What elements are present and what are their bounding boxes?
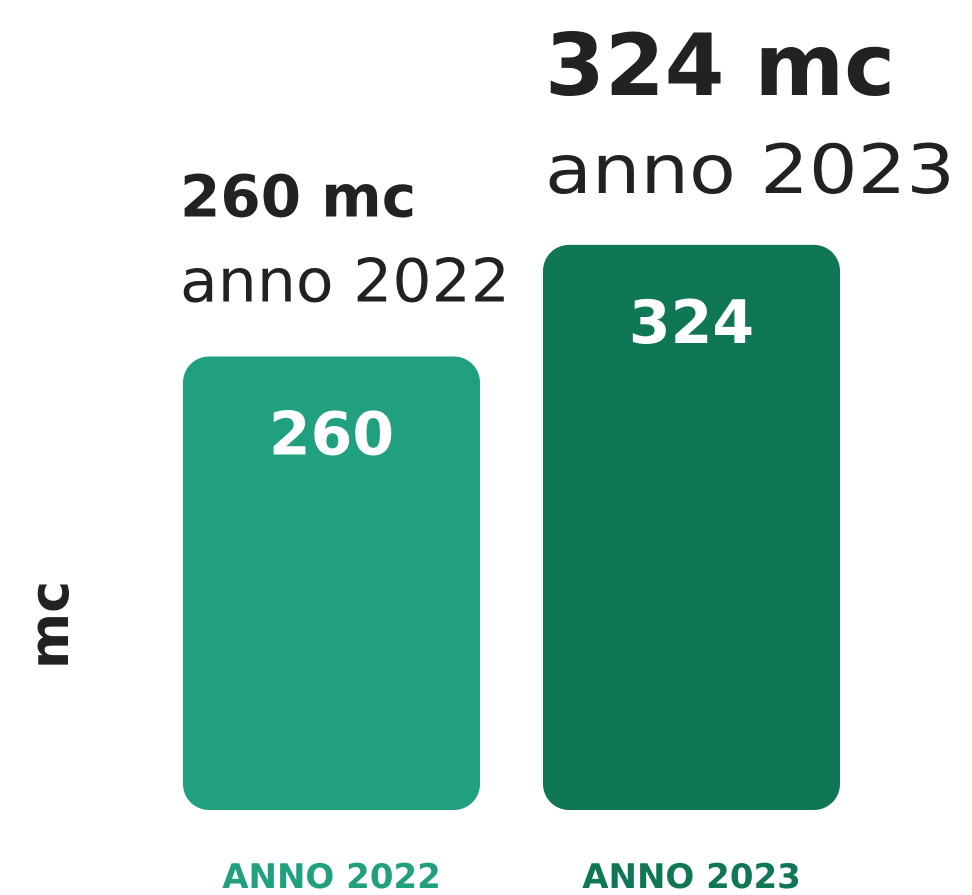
bar <box>183 356 480 810</box>
value-label: 260 <box>269 400 394 470</box>
x-tick-label: ANNO 2023 <box>582 857 801 895</box>
annotation-label: 324 mc <box>545 16 895 116</box>
value-label: 324 <box>629 288 754 358</box>
bar <box>543 244 840 810</box>
annotation-sublabel: anno 2023 <box>545 131 955 210</box>
annotation-sublabel: anno 2022 <box>180 247 510 317</box>
y-axis-label: mc <box>18 581 81 669</box>
x-tick-label: ANNO 2022 <box>222 857 441 895</box>
annotation-label: 260 mc <box>180 163 416 231</box>
